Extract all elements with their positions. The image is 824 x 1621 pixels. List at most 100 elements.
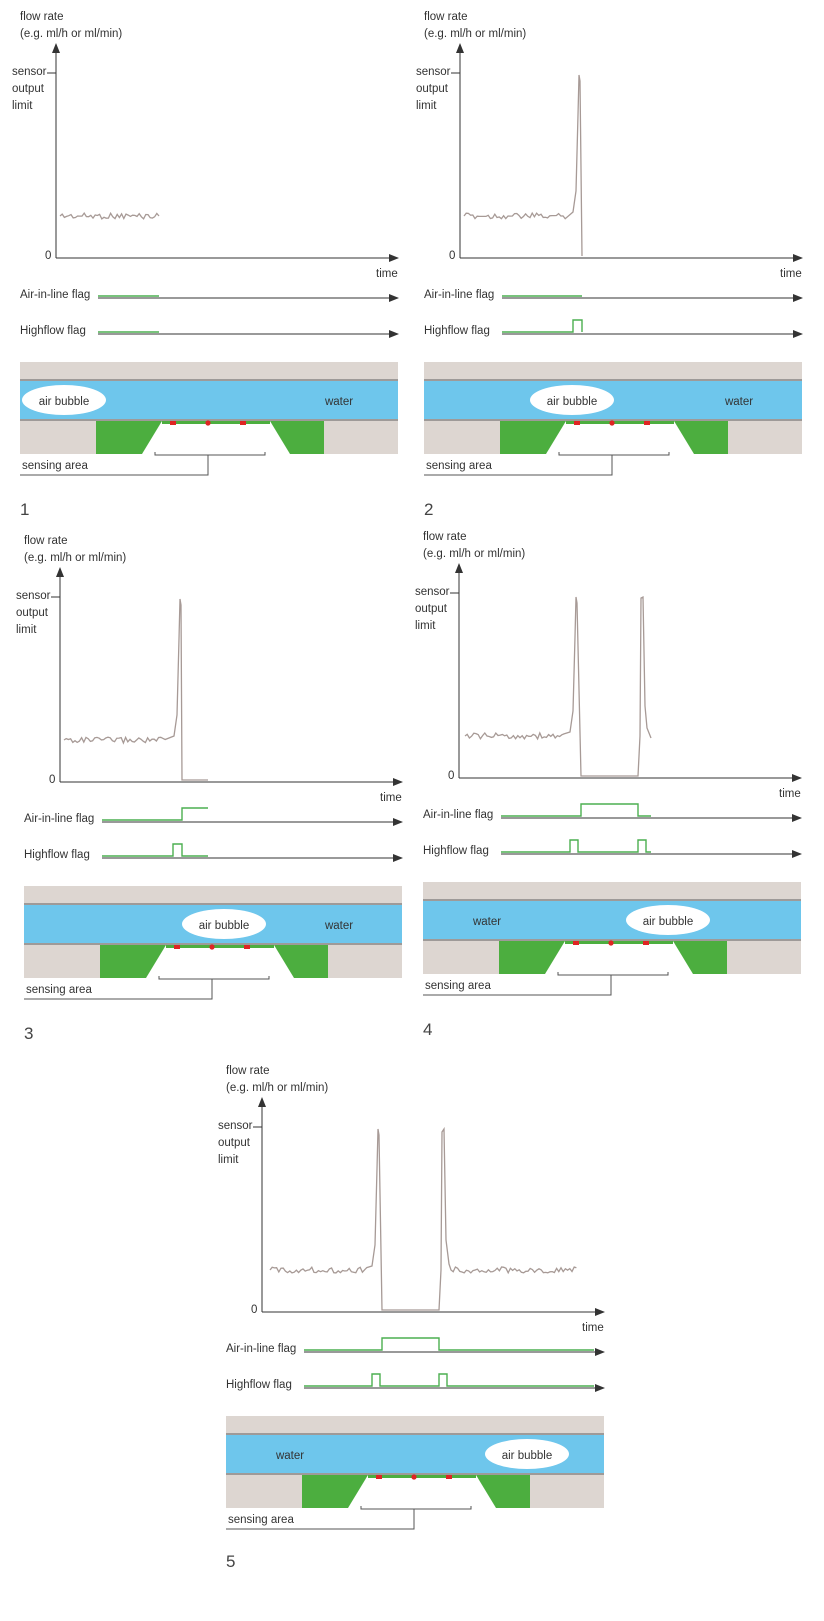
air-bubble bbox=[22, 385, 106, 415]
water-label: water bbox=[275, 1450, 304, 1462]
air-bubble bbox=[530, 385, 614, 415]
panel-number: 2 bbox=[424, 500, 433, 519]
water-label: water bbox=[324, 920, 353, 932]
highflow-flag-signal bbox=[304, 1373, 594, 1387]
sensing-area-bracket bbox=[158, 976, 270, 980]
air-bubble bbox=[182, 909, 266, 939]
y-axis-title: flow rate bbox=[424, 11, 467, 23]
sensing-area-bracket bbox=[154, 452, 266, 456]
sensor-limit-label: output bbox=[218, 1137, 251, 1149]
sensor-membrane bbox=[368, 1475, 476, 1478]
water-label: water bbox=[472, 916, 501, 928]
water-channel bbox=[423, 901, 801, 940]
x-axis-title: time bbox=[779, 788, 801, 800]
highflow-flag-signal bbox=[102, 843, 208, 857]
y-axis-title: flow rate bbox=[226, 1065, 269, 1077]
sensor-element bbox=[376, 1475, 382, 1479]
sensor-element bbox=[643, 941, 649, 945]
sensor-element bbox=[573, 941, 579, 945]
air-in-line-flag-label: Air-in-line flag bbox=[226, 1343, 296, 1355]
highflow-flag-label: Highflow flag bbox=[423, 845, 489, 857]
origin-label: 0 bbox=[49, 774, 55, 786]
water-label: water bbox=[324, 396, 353, 408]
origin-label: 0 bbox=[251, 1304, 257, 1316]
sensor-limit-label: output bbox=[416, 83, 449, 95]
highflow-flag-signal bbox=[501, 839, 651, 853]
panel-1: flow rate (e.g. ml/h or ml/min) sensor outp… bbox=[12, 11, 399, 519]
sensor-cavity bbox=[545, 941, 693, 974]
sensor-element bbox=[170, 421, 176, 425]
origin-label: 0 bbox=[449, 250, 455, 262]
sensor-element bbox=[574, 421, 580, 425]
panel-number: 1 bbox=[20, 500, 29, 519]
sensing-area-leader bbox=[424, 455, 613, 476]
highflow-flag-signal bbox=[502, 319, 583, 333]
heater-element bbox=[411, 1474, 417, 1480]
sensing-area-bracket bbox=[558, 452, 670, 456]
sensor-limit-label: sensor bbox=[12, 66, 47, 78]
flow-signal-trace bbox=[63, 598, 208, 781]
air-in-line-flag-signal bbox=[304, 1337, 594, 1351]
sensor-limit-label: output bbox=[415, 603, 448, 615]
sensing-area-bracket bbox=[360, 1506, 472, 1510]
y-axis-title: flow rate bbox=[423, 531, 466, 543]
sensor-limit-label: limit bbox=[416, 100, 437, 112]
sensing-area-label: sensing area bbox=[228, 1514, 294, 1526]
flow-signal-trace bbox=[59, 211, 160, 220]
y-axis-units: (e.g. ml/h or ml/min) bbox=[424, 28, 526, 40]
air-in-line-flag-signal bbox=[501, 803, 651, 817]
channel-top-wall bbox=[226, 1416, 604, 1434]
heater-element bbox=[609, 420, 615, 426]
panel-2: flow rate (e.g. ml/h or ml/min) sensor outp… bbox=[416, 11, 803, 519]
panel-number: 3 bbox=[24, 1024, 33, 1043]
y-axis-units: (e.g. ml/h or ml/min) bbox=[20, 28, 122, 40]
sensing-area-label: sensing area bbox=[26, 984, 92, 996]
sensor-limit-label: limit bbox=[12, 100, 33, 112]
sensor-limit-label: sensor bbox=[16, 590, 51, 602]
sensor-element bbox=[174, 945, 180, 949]
flow-signal-trace bbox=[269, 1126, 577, 1311]
y-axis-title: flow rate bbox=[24, 535, 67, 547]
sensing-area-leader bbox=[24, 979, 213, 1000]
sensor-limit-label: sensor bbox=[218, 1120, 253, 1132]
sensor-limit-label: output bbox=[16, 607, 49, 619]
channel-top-wall bbox=[423, 882, 801, 900]
sensor-limit-label: sensor bbox=[416, 66, 451, 78]
air-bubble-label: air bubble bbox=[643, 916, 694, 928]
sensing-area-label: sensing area bbox=[426, 460, 492, 472]
sensor-membrane bbox=[162, 421, 270, 424]
sensor-membrane bbox=[566, 421, 674, 424]
sensor-limit-label: limit bbox=[415, 620, 436, 632]
sensor-membrane bbox=[166, 945, 274, 948]
panel-number: 4 bbox=[423, 1020, 432, 1039]
x-axis-title: time bbox=[780, 268, 802, 280]
y-axis-units: (e.g. ml/h or ml/min) bbox=[423, 548, 525, 560]
sensor-cavity bbox=[348, 1475, 496, 1508]
heater-element bbox=[209, 944, 215, 950]
sensor-membrane bbox=[565, 941, 673, 944]
air-bubble-label: air bubble bbox=[199, 920, 250, 932]
sensor-element bbox=[244, 945, 250, 949]
highflow-flag-label: Highflow flag bbox=[424, 325, 490, 337]
sensing-area-leader bbox=[20, 455, 209, 476]
air-in-line-flag-signal bbox=[102, 807, 208, 821]
air-in-line-flag-label: Air-in-line flag bbox=[424, 289, 494, 301]
y-axis-units: (e.g. ml/h or ml/min) bbox=[24, 552, 126, 564]
air-in-line-flag-label: Air-in-line flag bbox=[20, 289, 90, 301]
panel-5: flow rate (e.g. ml/h or ml/min) sensor outp… bbox=[218, 1065, 605, 1571]
sensing-area-leader bbox=[226, 1509, 415, 1530]
sensor-limit-label: limit bbox=[218, 1154, 239, 1166]
air-bubble bbox=[485, 1439, 569, 1469]
sensor-limit-label: sensor bbox=[415, 586, 450, 598]
sensor-cavity bbox=[142, 421, 290, 454]
heater-element bbox=[205, 420, 211, 426]
sensor-cavity bbox=[146, 945, 294, 978]
sensor-limit-label: output bbox=[12, 83, 45, 95]
air-in-line-flag-label: Air-in-line flag bbox=[24, 813, 94, 825]
sensing-area-label: sensing area bbox=[22, 460, 88, 472]
heater-element bbox=[608, 940, 614, 946]
sensing-area-bracket bbox=[557, 972, 669, 976]
origin-label: 0 bbox=[448, 770, 454, 782]
air-in-line-flag-label: Air-in-line flag bbox=[423, 809, 493, 821]
